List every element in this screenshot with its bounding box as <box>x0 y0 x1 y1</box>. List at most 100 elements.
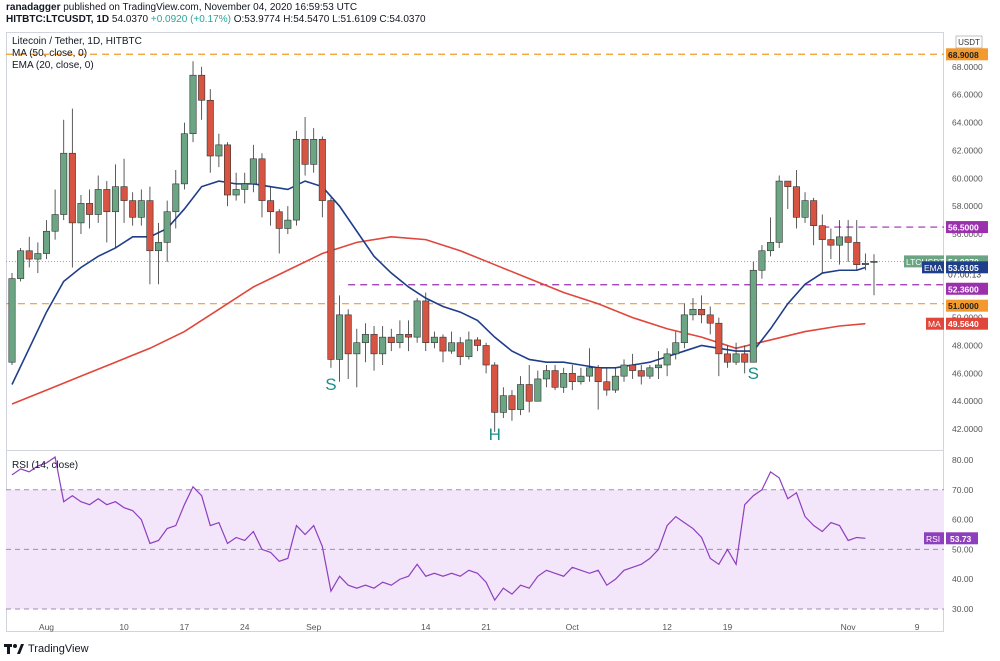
candle-body <box>646 367 654 377</box>
candle-body <box>172 183 180 213</box>
candle-body <box>51 214 59 232</box>
resist-price-tag-box <box>946 221 988 234</box>
candle-body <box>473 339 481 346</box>
pattern-label: S <box>748 364 759 383</box>
pattern-label: H <box>489 425 501 444</box>
candle-body <box>301 138 309 165</box>
candle-body <box>551 370 559 388</box>
rsi-line <box>11 455 866 602</box>
footer-brand[interactable]: TradingView <box>28 643 89 655</box>
candle-body <box>344 314 352 355</box>
candle-body <box>68 152 76 224</box>
candle-body <box>189 74 197 135</box>
candle-body <box>542 370 550 380</box>
price-tick-label: 44.0000 <box>952 396 983 406</box>
ema-legend[interactable]: EMA (20, close, 0) <box>12 60 94 71</box>
ema-name-tag-text: EMA <box>924 263 943 273</box>
candle-body <box>163 211 171 243</box>
candle-body <box>456 342 464 357</box>
ma-name-tag-text: MA <box>928 319 941 329</box>
ema20-line <box>11 180 866 385</box>
candle-body <box>370 334 378 355</box>
candle-body <box>327 200 335 360</box>
time-tick-label: Sep <box>306 622 321 632</box>
candle-body <box>861 262 869 265</box>
candle-body <box>60 152 68 215</box>
tradingview-logo-icon <box>4 644 24 654</box>
candle-body <box>517 384 525 410</box>
ma-legend[interactable]: MA (50, close, 0) <box>12 48 88 59</box>
chart-title: Litecoin / Tether, 1D, HITBTC <box>12 36 142 47</box>
candle-body <box>292 138 300 221</box>
candle-body <box>336 314 344 360</box>
candle-body <box>387 336 395 344</box>
rsi-tick-label: 30.00 <box>952 604 974 614</box>
publish-info: published on TradingView.com, November 0… <box>63 2 358 13</box>
candle-body <box>215 144 223 157</box>
candle-body <box>620 364 628 377</box>
candle-body <box>25 250 33 260</box>
candle-body <box>267 200 275 213</box>
candle-body <box>792 186 800 218</box>
candle-body <box>723 353 731 363</box>
time-tick-label: 14 <box>421 622 431 632</box>
ema-price-tag-text: 53.6105 <box>948 263 979 273</box>
candle-body <box>758 250 766 271</box>
candle-body <box>836 236 844 246</box>
candle-body <box>353 342 361 355</box>
candle-body <box>499 395 507 413</box>
candle-body <box>465 339 473 357</box>
rsi-tick-label: 50.00 <box>952 544 974 554</box>
high-value: 54.5470 <box>293 14 330 25</box>
ema-price-tag-box <box>946 261 988 274</box>
candle-body <box>258 158 266 201</box>
candle-body <box>180 133 188 185</box>
time-tick-label: Nov <box>841 622 857 632</box>
candle-body <box>732 353 740 363</box>
candle-body <box>568 373 576 383</box>
price-tick-label: 50.0000 <box>952 313 983 323</box>
open-value: 53.9774 <box>244 14 281 25</box>
open-label: O: <box>233 14 245 25</box>
candle-body <box>361 334 369 344</box>
candle-body <box>232 189 240 196</box>
close-value: 54.0370 <box>389 14 426 25</box>
time-tick-label: Oct <box>566 622 580 632</box>
rsi-tick-label: 70.00 <box>952 485 974 495</box>
rsi-legend[interactable]: RSI (14, close) <box>12 460 79 471</box>
publish-header: ranadagger published on TradingView.com,… <box>6 2 357 14</box>
time-tick-label: 12 <box>662 622 672 632</box>
candle-body <box>508 395 516 410</box>
candle-body <box>379 336 387 355</box>
candle-body <box>689 308 697 316</box>
candle-body <box>715 322 723 355</box>
candle-body <box>810 200 818 226</box>
close-label: C: <box>379 14 390 25</box>
candle-body <box>405 334 413 338</box>
ma-price-tag-box <box>946 317 988 330</box>
candle-body <box>111 186 119 213</box>
candle-body <box>654 364 662 369</box>
candle-body <box>603 381 611 391</box>
candle-body <box>706 314 714 324</box>
price-tick-label: 42.0000 <box>952 424 983 434</box>
low-value: 51.6109 <box>340 14 377 25</box>
candle-body <box>86 203 94 215</box>
publisher-name[interactable]: ranadagger <box>6 2 61 13</box>
candle-body <box>749 269 757 363</box>
candle-body <box>637 370 645 377</box>
rsi-tick-label: 60.00 <box>952 515 974 525</box>
pane-separator[interactable] <box>6 450 944 451</box>
candle-body <box>103 189 111 213</box>
candle-body <box>129 200 137 218</box>
time-tick-label: 9 <box>915 622 920 632</box>
rsi-name-tag-text: RSI <box>926 534 940 544</box>
candle-body <box>241 183 249 190</box>
countdown-label: 07:00:13 <box>948 269 981 279</box>
top-price-tag-text: 68.9008 <box>948 50 979 60</box>
candle-body <box>310 138 318 165</box>
candle-body <box>77 203 85 224</box>
candle-body <box>775 180 783 243</box>
price-tick-label: 56.0000 <box>952 229 983 239</box>
